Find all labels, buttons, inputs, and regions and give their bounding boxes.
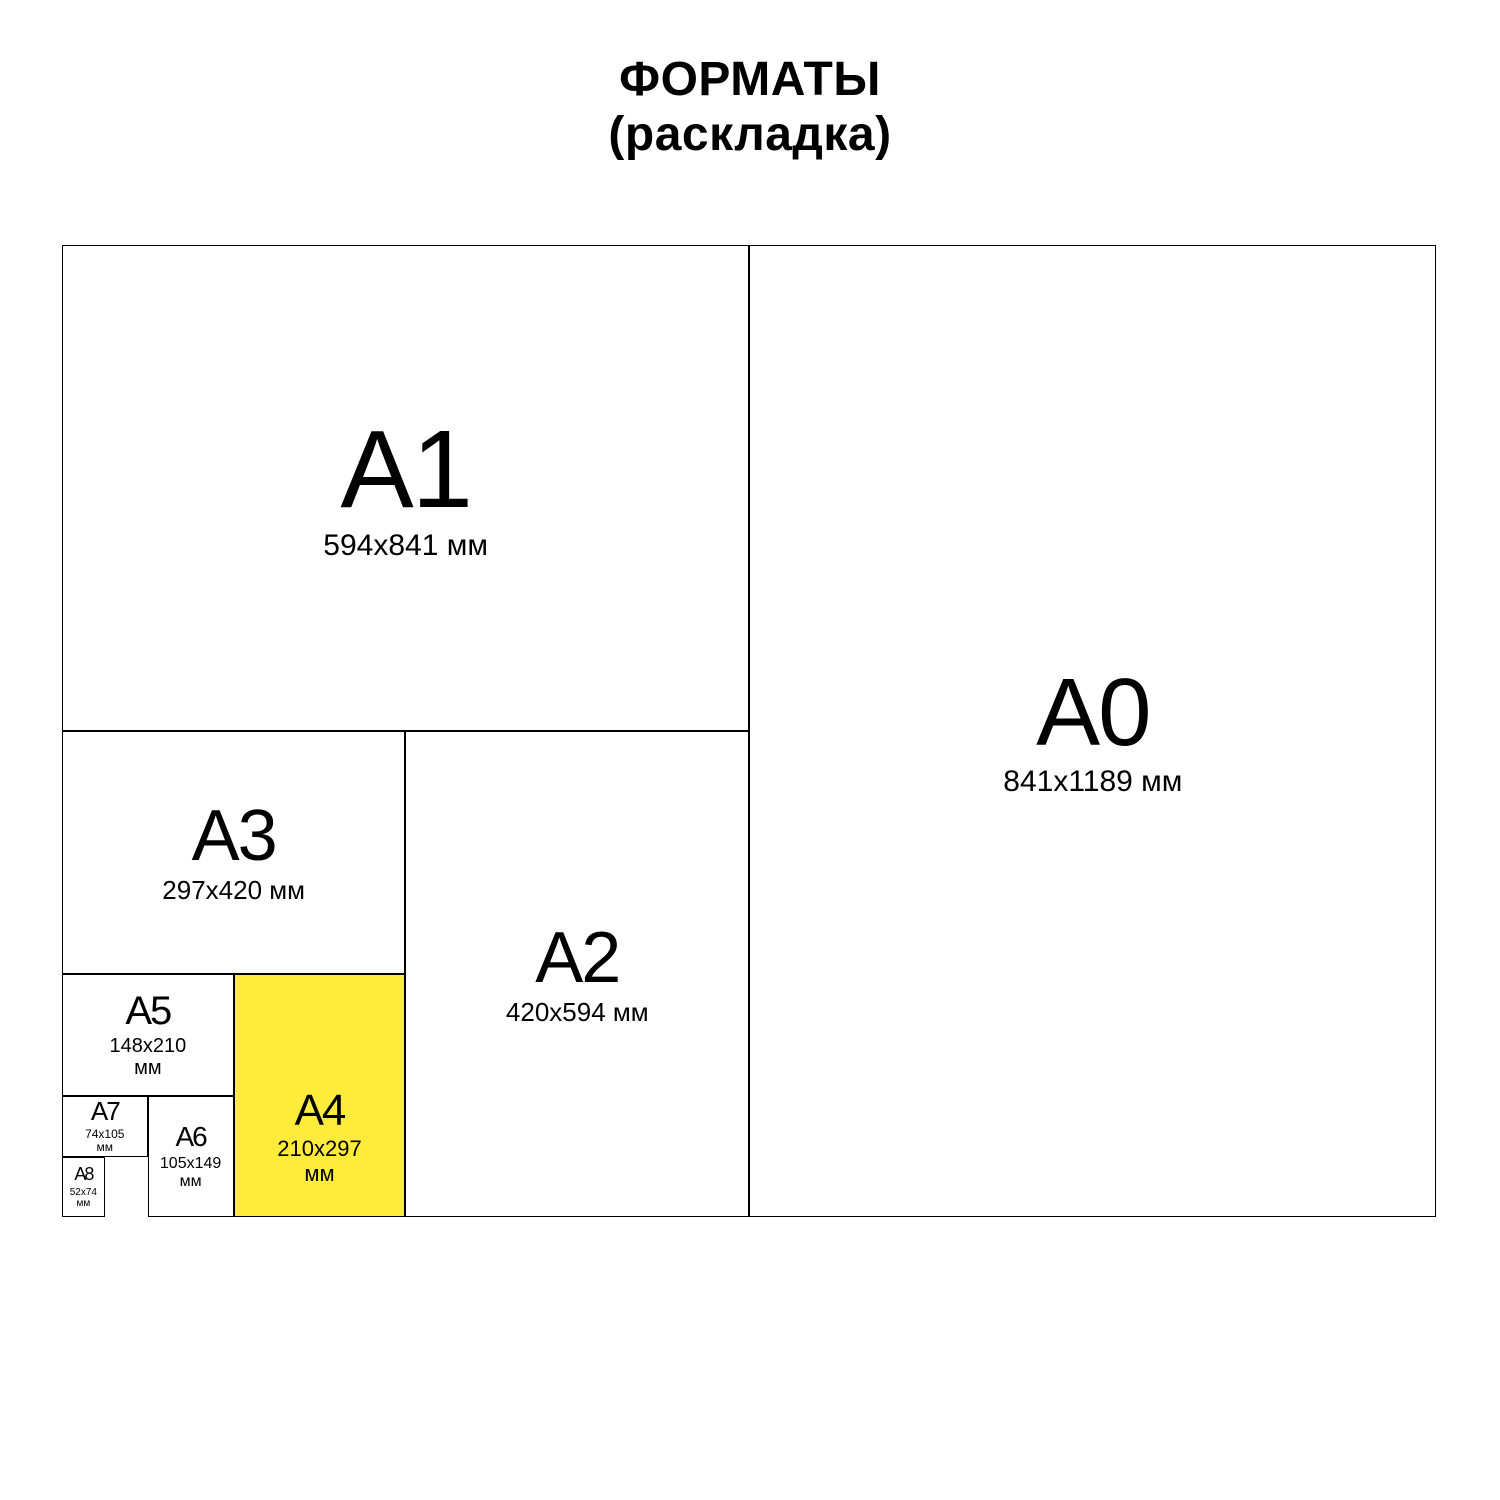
format-label-group: A1 594x841 мм: [63, 415, 748, 562]
format-dimensions: 210x297 мм: [277, 1137, 361, 1185]
format-name: A8: [74, 1165, 92, 1183]
format-a7: A7 74x105 мм: [62, 1096, 148, 1157]
format-label-group: A8 52x74 мм: [63, 1165, 104, 1209]
format-name: A1: [340, 415, 471, 525]
format-name: A2: [535, 922, 619, 994]
format-dimensions: 105x149 мм: [160, 1155, 221, 1190]
format-label-group: A5148x210 мм: [63, 991, 233, 1079]
format-dimensions: 297x420 мм: [162, 876, 305, 905]
format-a8: A8 52x74 мм: [62, 1157, 105, 1218]
format-a1: A1 594x841 мм: [62, 245, 749, 731]
format-a5: A5148x210 мм: [62, 974, 234, 1095]
format-label-group: A7 74x105 мм: [63, 1098, 147, 1154]
format-label-group: A6 105x149 мм: [149, 1123, 233, 1190]
format-name: A0: [1036, 665, 1149, 761]
format-label-group: A0 841x1189 мм: [750, 665, 1435, 798]
format-label-group: A2 420x594 мм: [406, 922, 748, 1027]
format-dimensions: 420x594 мм: [506, 998, 649, 1027]
format-a3: A3 297x420 мм: [62, 731, 405, 974]
format-name: A4: [295, 1089, 345, 1133]
page: ФОРМАТЫ (раскладка) A0 841x1189 мм A1 594x8…: [0, 0, 1500, 1500]
format-a2: A2 420x594 мм: [405, 731, 749, 1217]
title-block: ФОРМАТЫ (раскладка): [0, 52, 1500, 162]
format-label-group: A4210x297 мм: [235, 1089, 405, 1185]
format-name: A6: [175, 1123, 205, 1151]
format-dimensions: 841x1189 мм: [1003, 765, 1182, 798]
format-dimensions: 148x210 мм: [109, 1035, 186, 1079]
format-a6: A6 105x149 мм: [148, 1096, 234, 1217]
format-name: A7: [91, 1098, 119, 1124]
paper-size-diagram: A0 841x1189 мм A1 594x841 мм A2 420x594 мм A3 2…: [62, 245, 1436, 1217]
title-line-1: ФОРМАТЫ: [0, 52, 1500, 107]
format-label-group: A3 297x420 мм: [63, 800, 404, 905]
format-name: A5: [125, 991, 170, 1031]
format-dimensions: 52x74 мм: [70, 1187, 97, 1209]
format-dimensions: 74x105 мм: [85, 1128, 124, 1154]
title-line-2: (раскладка): [0, 107, 1500, 162]
format-dimensions: 594x841 мм: [323, 529, 488, 562]
format-name: A3: [192, 800, 276, 872]
format-a0: A0 841x1189 мм: [749, 245, 1436, 1217]
format-a4: A4210x297 мм: [234, 974, 406, 1217]
